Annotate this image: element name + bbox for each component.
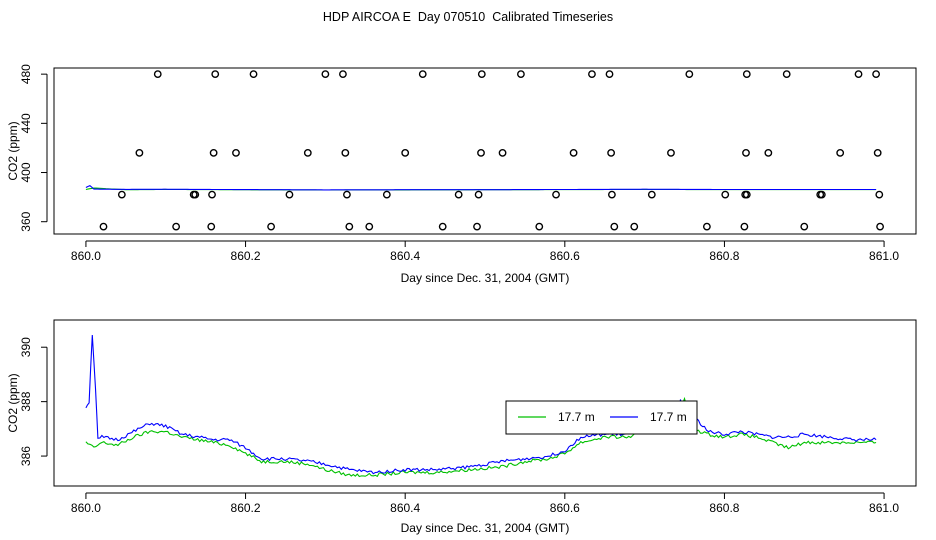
panel-1-data-point [764,148,773,157]
panel-1-data-point [477,148,485,157]
panel-1-data-point [321,70,330,79]
panel-1-data-point [232,148,240,157]
panel-2-x-axis-label: Day since Dec. 31, 2004 (GMT) [401,521,570,535]
panel-2-legend-label-blue: 17.7 m [650,410,687,424]
panel-2-y-axis-label: CO2 (ppm) [6,373,20,432]
panel-1-x-axis-label: Day since Dec. 31, 2004 (GMT) [401,271,570,285]
panel-1-data-point [740,222,749,231]
panel-1-data-point [535,222,544,231]
panel-1-data-point [474,190,483,199]
panel-1-data-point [569,148,578,157]
panel-1-data-point [552,190,560,199]
panel-1-data-point [172,222,181,231]
page-title: HDP AIRCOA E Day 070510 Calibrated Times… [322,10,614,24]
panel-1-y-tick-label: 360 [19,211,33,231]
panel-2-x-tick-label: 860.6 [550,501,580,515]
panel-2-x-tick-label: 860.8 [709,501,739,515]
panel-1-series-blue-line [85,184,877,191]
panel-1-data-point [454,190,463,199]
panel-1-data-point [742,190,751,199]
panel-1-x-tick-label: 860.6 [550,249,580,263]
panel-2-x-tick-label: 860.0 [71,501,101,515]
panel-1-data-point [608,190,616,199]
panel-1-data-point [685,70,694,79]
panel-1-x-tick-label: 861.0 [869,249,899,263]
panel-2-y-tick-label: 388 [19,391,33,411]
panel-1-data-point [191,190,200,199]
panel-1-data-point [782,70,791,79]
panel-1-data-point [630,222,639,231]
panel-1-data-point [872,70,880,79]
panel-1-data-point [343,190,351,199]
panel-1-data-point [345,222,354,231]
panel-1-data-point [365,222,374,231]
panel-1-data-point [208,190,216,199]
panel-2-x-tick-label: 861.0 [869,501,899,515]
panel-1-data-point [742,148,750,157]
panel-1-data-point [742,70,751,79]
panel-1-data-point [800,222,809,231]
panel-1-data-point [153,70,162,79]
panel-2-x-tick-label: 860.2 [231,501,261,515]
panel-1-data-point [605,70,614,79]
panel-1-x-tick-label: 860.8 [709,249,739,263]
panel-1-data-point [517,70,525,79]
panel-1-data-point [854,70,863,79]
panel-1-data-point [99,222,108,231]
panel-2-x-tick-label: 860.4 [390,501,420,515]
panel-1-data-point [876,222,884,231]
panel-1-y-axis-label: CO2 (ppm) [6,121,20,180]
panel-1-data-point [498,148,507,157]
panel-1-data-point [477,70,486,79]
panel-2-y-tick-label: 390 [19,337,33,357]
panel-2-frame [53,319,917,487]
panel-1-data-point [836,148,845,157]
panel-1-data-point [267,222,275,231]
panel-1-data-point [418,70,427,79]
panel-1-data-point [667,148,675,157]
panel-2-series-blue-line [85,334,877,475]
panel-1-y-tick-label: 440 [19,113,33,133]
panel-1-x-tick-label: 860.0 [71,249,101,263]
panel-1-y-tick-label: 480 [19,64,33,84]
panel-1-data-point [303,148,312,157]
panel-1-x-tick-label: 860.2 [231,249,261,263]
panel-1-data-point [647,190,656,199]
panel-1-data-point [473,222,481,231]
panel-1-data-point [249,70,258,79]
panel-1-data-point [285,190,294,199]
panel-1-data-point [873,148,882,157]
panel-1-frame [53,67,917,235]
panel-1-data-point [721,190,730,199]
panel-1-data-point [610,222,619,231]
panel-1-data-point [135,148,144,157]
panel-1-data-point [702,222,711,231]
panel-1-data-point [339,70,347,79]
panel-1-data-point [438,222,447,231]
panel-1-data-point [211,70,220,79]
panel-1-data-point [207,222,216,231]
panel-1-x-tick-label: 860.4 [390,249,420,263]
panel-1-data-point [401,148,410,157]
panel-1-data-point [607,148,616,157]
panel-1-data-point [382,190,391,199]
panel-1-data-point [817,190,826,199]
panel-1-data-point [875,190,884,199]
panel-2-y-tick-label: 386 [19,446,33,466]
panel-2-legend-label-green: 17.7 m [558,410,595,424]
panel-1-data-point [588,70,596,79]
panel-1-data-point [117,190,126,199]
panel-2-series-green-line [85,396,877,478]
panel-1-data-point [341,148,350,157]
panel-1-y-tick-label: 400 [19,162,33,182]
panel-1-data-point [209,148,218,157]
